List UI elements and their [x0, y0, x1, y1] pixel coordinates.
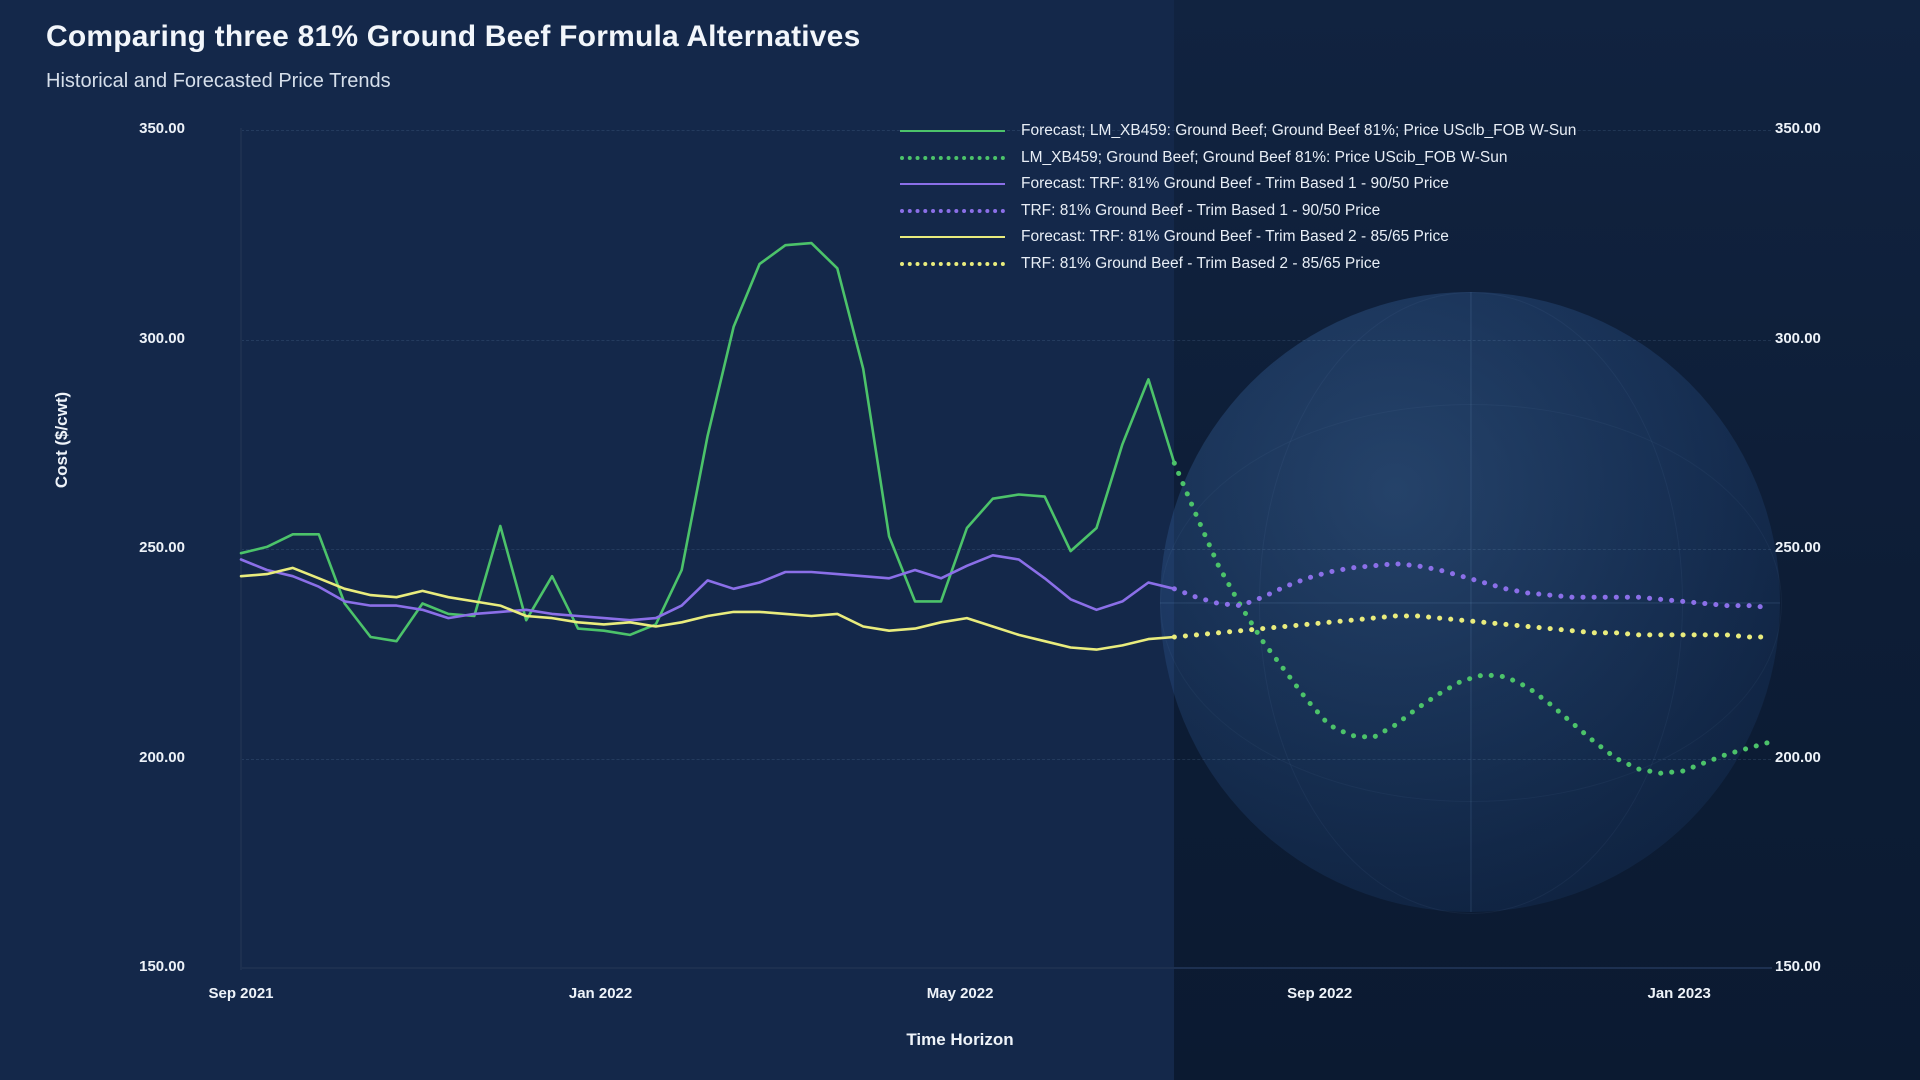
legend-item[interactable]: TRF: 81% Ground Beef - Trim Based 1 - 90… — [900, 198, 1576, 225]
y-tick-label-left: 300.00 — [139, 329, 185, 347]
x-axis-line — [240, 967, 1772, 969]
x-tick-label: May 2022 — [926, 985, 994, 1002]
y-tick-label-right: 150.00 — [1775, 958, 1821, 975]
series-line — [1171, 460, 1774, 776]
legend-item[interactable]: Forecast: TRF: 81% Ground Beef - Trim Ba… — [900, 171, 1576, 198]
legend-swatch-icon — [900, 130, 1005, 133]
x-tick-label: Sep 2022 — [1287, 985, 1353, 1002]
legend-label: Forecast: TRF: 81% Ground Beef - Trim Ba… — [1021, 175, 1449, 193]
y-tick-label-right: 300.00 — [1775, 329, 1821, 347]
y-tick-label-right: 350.00 — [1775, 120, 1821, 137]
y-axis-line — [240, 128, 242, 970]
x-tick-label: Jan 2023 — [1647, 985, 1711, 1002]
legend-label: TRF: 81% Ground Beef - Trim Based 2 - 85… — [1021, 254, 1381, 272]
y-axis-title: Cost ($/cwt) — [52, 391, 71, 489]
y-tick-label-left: 350.00 — [139, 120, 185, 137]
legend-item[interactable]: LM_XB459; Ground Beef; Ground Beef 81%: … — [900, 145, 1576, 172]
chart-legend: Forecast; LM_XB459: Ground Beef; Ground … — [900, 118, 1576, 277]
series-line — [1171, 613, 1774, 640]
series-line — [239, 553, 1176, 622]
legend-swatch-icon — [900, 155, 1005, 160]
page-subtitle: Historical and Forecasted Price Trends — [46, 70, 391, 92]
series-line — [239, 566, 1176, 651]
x-tick-label: Sep 2021 — [208, 985, 274, 1002]
legend-label: LM_XB459; Ground Beef; Ground Beef 81%: … — [1021, 148, 1508, 166]
gridline — [241, 758, 1771, 760]
legend-item[interactable]: Forecast: TRF: 81% Ground Beef - Trim Ba… — [900, 224, 1576, 251]
x-tick-label: Jan 2022 — [568, 985, 633, 1002]
legend-item[interactable]: TRF: 81% Ground Beef - Trim Based 2 - 85… — [900, 251, 1576, 278]
x-axis-title: Time Horizon — [906, 1030, 1014, 1049]
series-line — [1171, 561, 1774, 611]
legend-swatch-icon — [900, 261, 1005, 266]
legend-swatch-icon — [900, 236, 1005, 239]
y-tick-label-left: 200.00 — [139, 748, 185, 766]
legend-label: TRF: 81% Ground Beef - Trim Based 1 - 90… — [1021, 201, 1381, 219]
gridline — [241, 130, 1771, 131]
series-lines — [239, 241, 1774, 776]
y-tick-label-right: 250.00 — [1775, 539, 1821, 556]
legend-swatch-icon — [900, 208, 1005, 213]
series-line — [239, 241, 1176, 643]
gridline — [241, 549, 1771, 550]
legend-label: Forecast; LM_XB459: Ground Beef; Ground … — [1021, 122, 1577, 140]
legend-label: Forecast: TRF: 81% Ground Beef - Trim Ba… — [1021, 228, 1449, 246]
y-tick-label-left: 250.00 — [139, 539, 185, 556]
y-tick-label-right: 200.00 — [1775, 748, 1821, 766]
page-title: Comparing three 81% Ground Beef Formula … — [46, 20, 861, 53]
gridline — [241, 339, 1771, 341]
globe-decoration — [1160, 292, 1782, 914]
legend-swatch-icon — [900, 183, 1005, 186]
legend-item[interactable]: Forecast; LM_XB459: Ground Beef; Ground … — [900, 118, 1576, 145]
y-tick-label-left: 150.00 — [139, 958, 185, 975]
